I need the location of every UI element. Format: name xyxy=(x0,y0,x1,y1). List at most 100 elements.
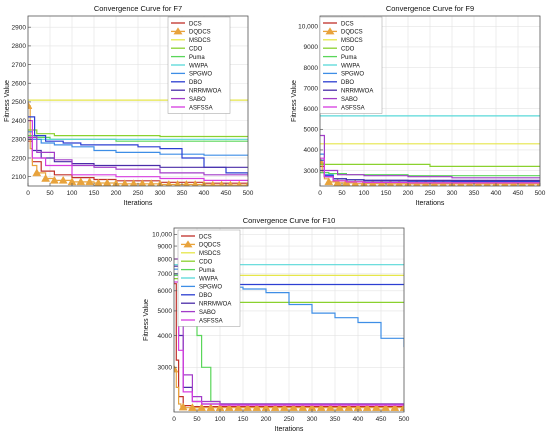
series-line-spgwo xyxy=(28,131,248,156)
series-marker-dqdcs xyxy=(362,403,372,411)
y-tick-label: 2200 xyxy=(12,155,27,162)
series-marker-dqdcs xyxy=(324,177,334,186)
legend-label-cdo: CDO xyxy=(199,260,213,266)
legend: DCS DQDCS MSDCS CDO Puma WWPA SPGWO DBO NRRMWOA S… xyxy=(167,16,231,114)
x-tick-label: 400 xyxy=(491,190,502,197)
series-marker-dqdcs xyxy=(32,168,42,177)
series-marker-dqdcs xyxy=(174,364,179,373)
y-tick-label: 2900 xyxy=(12,25,27,32)
series-marker-dqdcs xyxy=(289,403,299,411)
legend-label-dbo: DBO xyxy=(341,80,354,86)
x-tick-label: 450 xyxy=(376,416,387,423)
x-tick-label: 500 xyxy=(535,190,546,197)
series-marker-dqdcs xyxy=(85,177,95,186)
series-marker-dqdcs xyxy=(218,180,225,186)
x-tick-label: 250 xyxy=(133,190,144,197)
y-tick-label: 4000 xyxy=(304,147,319,154)
series-marker-dqdcs xyxy=(279,403,289,411)
series-marker-dqdcs xyxy=(206,403,216,411)
series-marker-dqdcs xyxy=(245,180,248,186)
x-tick-label: 350 xyxy=(469,190,480,197)
chart-title: Convergence Curve for F9 xyxy=(386,4,474,13)
x-tick-label: 100 xyxy=(67,190,78,197)
legend-label-asfssa: ASFSSA xyxy=(341,105,365,111)
series-marker-dqdcs xyxy=(325,403,335,411)
x-tick-label: 150 xyxy=(381,190,392,197)
series-marker-dqdcs xyxy=(94,178,103,186)
y-tick-label: 10,000 xyxy=(152,232,172,239)
x-tick-label: 300 xyxy=(307,416,318,423)
y-tick-label: 6000 xyxy=(304,106,319,113)
legend-label-puma: Puma xyxy=(199,268,215,274)
legend-label-sabo: SABO xyxy=(341,97,358,103)
x-tick-label: 350 xyxy=(330,416,341,423)
legend-label-dqdcs: DQDCS xyxy=(199,243,221,249)
series-line-asfssa xyxy=(174,281,404,406)
legend-label-nrrmwoa: NRRMWOA xyxy=(199,302,231,308)
x-tick-label: 450 xyxy=(513,190,524,197)
y-tick-label: 7000 xyxy=(304,85,319,92)
legend: DCS DQDCS MSDCS CDO Puma WWPA SPGWO DBO NRRMWOA S… xyxy=(319,16,383,114)
y-tick-label: 8000 xyxy=(158,256,173,263)
x-tick-label: 500 xyxy=(243,190,254,197)
series-marker-dqdcs xyxy=(182,180,190,186)
legend-label-spgwo: SPGWO xyxy=(189,72,212,78)
series-marker-dqdcs xyxy=(58,175,68,184)
series-marker-dqdcs xyxy=(178,402,188,411)
series-marker-dqdcs xyxy=(335,403,345,411)
y-tick-label: 2400 xyxy=(12,118,27,125)
legend-label-dcs: DCS xyxy=(199,234,212,240)
series-marker-dqdcs xyxy=(120,179,129,186)
y-tick-label: 5000 xyxy=(158,308,173,315)
series-marker-dqdcs xyxy=(236,180,243,186)
legend-label-dcs: DCS xyxy=(341,21,354,27)
legend-label-sabo: SABO xyxy=(199,310,216,316)
legend: DCS DQDCS MSDCS CDO Puma WWPA SPGWO DBO NRRMWOA S… xyxy=(177,229,241,327)
x-tick-label: 0 xyxy=(172,416,176,423)
x-tick-label: 400 xyxy=(353,416,364,423)
series-group xyxy=(28,99,248,186)
chart-title: Convergence Curve for F7 xyxy=(94,4,182,13)
x-tick-label: 0 xyxy=(318,190,322,197)
chart-title: Convergence Curve for F10 xyxy=(243,216,336,225)
legend-label-spgwo: SPGWO xyxy=(199,285,222,291)
y-tick-label: 9000 xyxy=(158,243,173,250)
series-marker-dqdcs xyxy=(344,403,354,411)
x-tick-label: 0 xyxy=(26,190,30,197)
series-marker-dqdcs xyxy=(298,403,308,411)
legend-marker-dqdcs xyxy=(325,27,335,35)
y-axis-label: Fitness Value xyxy=(291,80,298,122)
series-marker-dqdcs xyxy=(233,403,243,411)
series-marker-dqdcs xyxy=(224,403,234,411)
x-tick-label: 400 xyxy=(199,190,210,197)
chart-f10: 0 50 100 150 200 250 300 350 400 450 500 3000 4000 50… xyxy=(143,216,410,433)
x-tick-label: 100 xyxy=(359,190,370,197)
legend-label-wwpa: WWPA xyxy=(189,63,208,69)
x-tick-label: 50 xyxy=(46,190,54,197)
series-marker-dqdcs xyxy=(381,403,391,411)
x-tick-label: 250 xyxy=(425,190,436,197)
series-marker-dqdcs xyxy=(270,403,280,411)
legend-label-asfssa: ASFSSA xyxy=(189,105,213,111)
series-marker-dqdcs xyxy=(316,403,326,411)
x-axis-label: Iterations xyxy=(124,200,153,207)
series-marker-dqdcs xyxy=(112,179,120,186)
series-marker-dqdcs xyxy=(49,175,59,184)
x-tick-label: 450 xyxy=(221,190,232,197)
series-marker-dqdcs xyxy=(129,179,138,186)
chart-f7: 0 50 100 150 200 250 300 350 400 450 500 2100 2200 23… xyxy=(4,4,254,207)
series-line-cdo xyxy=(320,163,540,167)
x-tick-label: 100 xyxy=(215,416,226,423)
series-marker-dqdcs xyxy=(165,180,173,186)
legend-label-sabo: SABO xyxy=(189,97,206,103)
legend-label-dbo: DBO xyxy=(189,80,202,86)
legend-label-nrrmwoa: NRRMWOA xyxy=(341,89,373,95)
legend-label-spgwo: SPGWO xyxy=(341,72,364,78)
series-line-cdo xyxy=(28,129,248,138)
legend-label-wwpa: WWPA xyxy=(199,276,218,282)
x-tick-label: 500 xyxy=(399,416,410,423)
legend-label-msdcs: MSDCS xyxy=(341,38,363,44)
series-marker-dqdcs xyxy=(197,403,207,411)
series-marker-dqdcs xyxy=(243,403,253,411)
